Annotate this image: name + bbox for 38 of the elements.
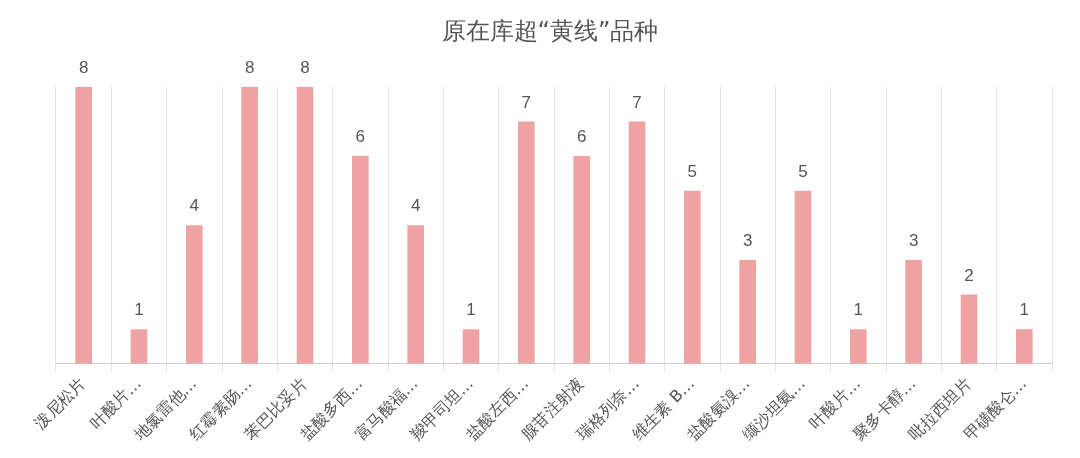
x-tick-label: 泼尼松片 xyxy=(30,373,90,433)
bar xyxy=(684,190,701,364)
data-label: 7 xyxy=(632,92,642,112)
data-label: 8 xyxy=(78,57,89,77)
bar xyxy=(905,259,922,364)
data-label: 1 xyxy=(1019,300,1030,320)
data-label: 3 xyxy=(742,231,753,251)
bar xyxy=(739,259,756,364)
data-label: 6 xyxy=(355,127,366,147)
data-label: 1 xyxy=(466,300,476,320)
data-label: 3 xyxy=(908,231,919,251)
chart-title: 原在库超“黄线”品种 xyxy=(441,16,659,45)
bar xyxy=(241,86,258,364)
data-label: 4 xyxy=(410,196,421,216)
data-label: 6 xyxy=(576,127,587,147)
data-label: 7 xyxy=(521,92,532,112)
bar xyxy=(75,86,92,364)
bar xyxy=(407,225,424,364)
bar xyxy=(518,121,535,364)
bar xyxy=(462,329,480,364)
data-label: 4 xyxy=(189,196,200,216)
bar xyxy=(850,329,867,364)
bar xyxy=(296,86,314,364)
bar xyxy=(130,329,148,364)
data-label: 5 xyxy=(798,161,808,181)
bar xyxy=(352,156,369,364)
bar xyxy=(960,294,978,364)
data-label: 8 xyxy=(300,57,310,77)
data-label: 1 xyxy=(134,300,144,320)
bar xyxy=(794,190,812,364)
data-label: 2 xyxy=(964,265,974,285)
data-label: 8 xyxy=(244,57,255,77)
data-label: 5 xyxy=(687,161,698,181)
bar xyxy=(1016,329,1033,364)
data-label: 1 xyxy=(853,300,864,320)
bar xyxy=(628,121,646,364)
bar xyxy=(186,225,203,364)
bar xyxy=(573,156,590,364)
